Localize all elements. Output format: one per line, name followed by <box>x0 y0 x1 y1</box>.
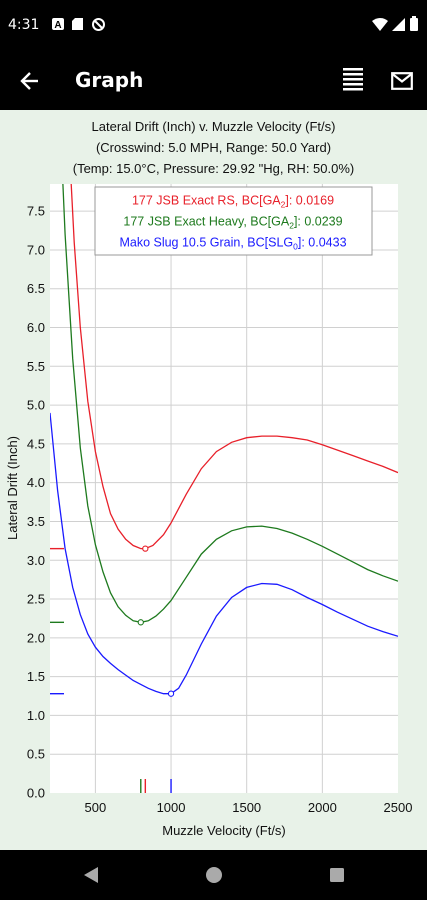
y-tick-label: 2.0 <box>27 630 45 645</box>
svg-text:A: A <box>54 20 61 30</box>
data-saver-icon <box>92 18 105 31</box>
x-tick-label: 2500 <box>384 800 413 815</box>
minimum-velocity-marks <box>140 779 172 793</box>
y-tick-label: 5.0 <box>27 398 45 413</box>
y-tick-label: 3.5 <box>27 514 45 529</box>
nav-recents-button[interactable] <box>322 860 352 890</box>
series-layer <box>50 184 398 697</box>
nav-home-button[interactable] <box>199 860 229 890</box>
plot-area <box>50 184 398 793</box>
series-min-marker-1 <box>137 619 144 626</box>
list-menu-button[interactable] <box>329 52 377 110</box>
nav-back-button[interactable] <box>76 860 106 890</box>
series-line-1 <box>62 184 398 623</box>
page-title: Graph <box>75 68 144 92</box>
x-axis-ticks: 500 1000 1500 2000 2500 <box>85 800 413 815</box>
signal-icon <box>392 18 405 31</box>
system-nav-bar <box>0 850 427 900</box>
triangle-back-icon <box>84 867 98 883</box>
battery-icon <box>410 16 418 31</box>
y-tick-label: 7.0 <box>27 242 45 257</box>
chart-legend: 177 JSB Exact RS, BC[GA2]: 0.0169 177 JSB… <box>94 186 373 256</box>
square-recents-icon <box>330 868 344 882</box>
status-time: 4:31 <box>8 17 40 33</box>
wifi-icon <box>372 18 388 31</box>
y-tick-label: 2.5 <box>27 592 45 607</box>
y-tick-label: 6.0 <box>27 320 45 335</box>
x-axis-label: Muzzle Velocity (Ft/s) <box>162 823 286 838</box>
x-tick-label: 2000 <box>308 800 337 815</box>
chart-subtitle-2: (Temp: 15.0°C, Pressure: 29.92 "Hg, RH: … <box>72 161 355 176</box>
circle-home-icon <box>206 867 222 883</box>
graph-panel: Lateral Drift (Inch) v. Muzzle Velocity … <box>0 110 427 850</box>
y-tick-label: 0.0 <box>27 786 45 801</box>
x-tick-label: 1500 <box>232 800 261 815</box>
list-lines-icon <box>343 68 363 91</box>
legend-entry-2: Mako Slug 10.5 Grain, BC[SLG0]: 0.0433 <box>119 236 346 252</box>
y-tick-label: 1.5 <box>27 669 45 684</box>
series-line-0 <box>70 184 398 550</box>
series-min-marker-0 <box>142 545 149 552</box>
line-chart[interactable]: 0.0 0.5 1.0 1.5 2.0 2.5 3.0 3.5 4.0 4.5 5.0 5.5 6.0 6… <box>0 110 427 850</box>
y-axis-label: Lateral Drift (Inch) <box>5 436 20 540</box>
x-tick-label: 1000 <box>157 800 186 815</box>
y-tick-label: 4.0 <box>27 475 45 490</box>
y-tick-label: 7.5 <box>27 204 45 219</box>
app-bar: Graph <box>0 52 427 110</box>
back-button[interactable] <box>6 52 54 110</box>
arrow-left-icon <box>20 72 38 90</box>
x-tick-label: 500 <box>85 800 107 815</box>
sd-card-icon <box>72 18 83 30</box>
status-bar: 4:31 A <box>0 0 427 52</box>
initial-drift-marks <box>50 547 64 695</box>
chart-subtitle-1: (Crosswind: 5.0 MPH, Range: 50.0 Yard) <box>95 140 332 155</box>
y-tick-label: 1.0 <box>27 708 45 723</box>
chart-title: Lateral Drift (Inch) v. Muzzle Velocity … <box>91 119 336 134</box>
envelope-icon <box>391 72 413 90</box>
y-tick-label: 4.5 <box>27 436 45 451</box>
series-min-marker-2 <box>167 690 175 697</box>
legend-entry-0: 177 JSB Exact RS, BC[GA2]: 0.0169 <box>132 194 334 210</box>
y-tick-label: 0.5 <box>27 747 45 762</box>
y-tick-label: 3.0 <box>27 553 45 568</box>
y-axis-ticks: 0.0 0.5 1.0 1.5 2.0 2.5 3.0 3.5 4.0 4.5 5.0 5.5 6.0 6… <box>27 204 45 801</box>
legend-entry-1: 177 JSB Exact Heavy, BC[GA2]: 0.0239 <box>123 215 342 231</box>
y-tick-label: 5.5 <box>27 359 45 374</box>
y-tick-label: 6.5 <box>27 281 45 296</box>
notification-a-icon: A <box>52 18 64 30</box>
email-button[interactable] <box>378 52 426 110</box>
